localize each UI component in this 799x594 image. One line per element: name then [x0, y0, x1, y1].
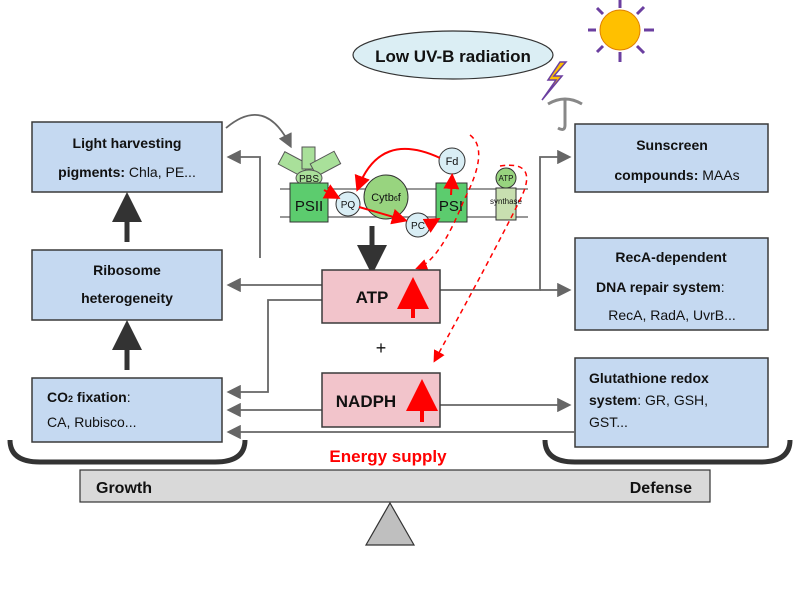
balance-beam: [79, 469, 711, 503]
glutathione-box: Glutathione redox system: GR, GSH, GST..…: [574, 357, 769, 448]
pq: [335, 191, 361, 217]
svg-text:RecA-dependent: RecA-dependent: [615, 249, 727, 265]
light-harvesting-box: Light harvesting pigments: Chla, PE...: [31, 121, 223, 193]
svg-text:PSII: PSII: [295, 198, 323, 215]
svg-text:Ribosome: Ribosome: [93, 262, 161, 278]
svg-text:NADPH: NADPH: [336, 392, 396, 411]
reca-box: RecA-dependent DNA repair system: RecA, …: [574, 237, 769, 331]
psii: [289, 182, 329, 223]
sunscreen-box: Sunscreen compounds: MAAs: [574, 123, 769, 193]
thylakoid-membrane: PBS PSII PQ Cytb6f PC PSI Fd ATP synthas…: [277, 134, 528, 363]
svg-text:ATP: ATP: [356, 288, 389, 307]
svg-text:heterogeneity: heterogeneity: [81, 290, 173, 306]
svg-text:PC: PC: [411, 221, 425, 232]
svg-text:pigments: Chla, PE...: pigments: Chla, PE...: [58, 164, 196, 180]
stimulus-label: Low UV-B radiation: [375, 47, 531, 66]
lightning-icon: [541, 61, 568, 101]
connector-lines: [225, 113, 575, 440]
atp-synthase: [495, 187, 517, 221]
ribosome-box: Ribosome heterogeneity: [31, 249, 223, 321]
defense-brace: [542, 439, 793, 465]
svg-text:PBS: PBS: [299, 174, 319, 185]
stimulus-ellipse: Low UV-B radiation: [352, 30, 554, 80]
defense-label: Defense: [630, 480, 692, 497]
growth-label: Growth: [96, 480, 152, 497]
svg-text:CO2 fixation:: CO2 fixation:: [47, 389, 131, 405]
svg-text:synthase: synthase: [490, 197, 523, 206]
sun-icon: [588, 0, 654, 62]
svg-text:Cytb6f: Cytb6f: [371, 192, 402, 204]
energy-supply-label: Energy supply: [329, 447, 447, 466]
svg-text:CA, Rubisco...: CA, Rubisco...: [47, 414, 136, 430]
co2-fixation-box: CO2 fixation: CA, Rubisco...: [31, 377, 223, 443]
svg-text:compounds: MAAs: compounds: MAAs: [614, 167, 739, 183]
balance-fulcrum: [364, 501, 416, 546]
svg-text:DNA repair system:: DNA repair system:: [596, 279, 725, 295]
atp-box: ATP: [321, 269, 441, 324]
svg-text:GST...: GST...: [589, 414, 628, 430]
pbs-antenna: [277, 146, 342, 187]
svg-text:PQ: PQ: [341, 200, 356, 211]
svg-text:system: GR, GSH,: system: GR, GSH,: [589, 392, 708, 408]
svg-text:ATP: ATP: [499, 174, 514, 183]
growth-brace: [7, 439, 248, 465]
svg-text:PSI: PSI: [439, 198, 463, 215]
plus-sign: +: [376, 338, 387, 358]
svg-text:RecA, RadA, UvrB...: RecA, RadA, UvrB...: [608, 307, 736, 323]
svg-text:Light harvesting: Light harvesting: [73, 135, 182, 151]
inhibition-icon: [547, 97, 583, 131]
svg-text:Glutathione redox: Glutathione redox: [589, 370, 709, 386]
nadph-box: NADPH: [321, 372, 441, 428]
cytb6f: [363, 174, 409, 220]
svg-text:Fd: Fd: [446, 156, 459, 168]
svg-text:Sunscreen: Sunscreen: [636, 137, 708, 153]
